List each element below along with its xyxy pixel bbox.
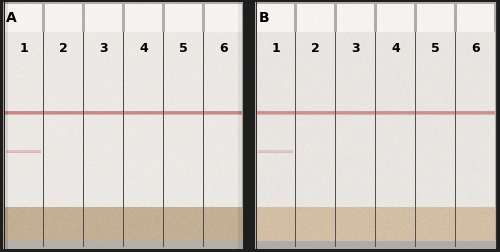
Text: 1: 1 (19, 41, 28, 54)
Text: 4: 4 (139, 41, 148, 54)
Text: 5: 5 (431, 41, 440, 54)
Text: 4: 4 (391, 41, 400, 54)
Text: 3: 3 (351, 41, 360, 54)
Text: A: A (6, 11, 16, 24)
Text: 5: 5 (179, 41, 188, 54)
Text: B: B (258, 11, 269, 24)
Text: 1: 1 (271, 41, 280, 54)
Text: 2: 2 (59, 41, 68, 54)
Text: 3: 3 (99, 41, 108, 54)
Text: 6: 6 (219, 41, 228, 54)
Text: 6: 6 (471, 41, 480, 54)
Text: 2: 2 (311, 41, 320, 54)
